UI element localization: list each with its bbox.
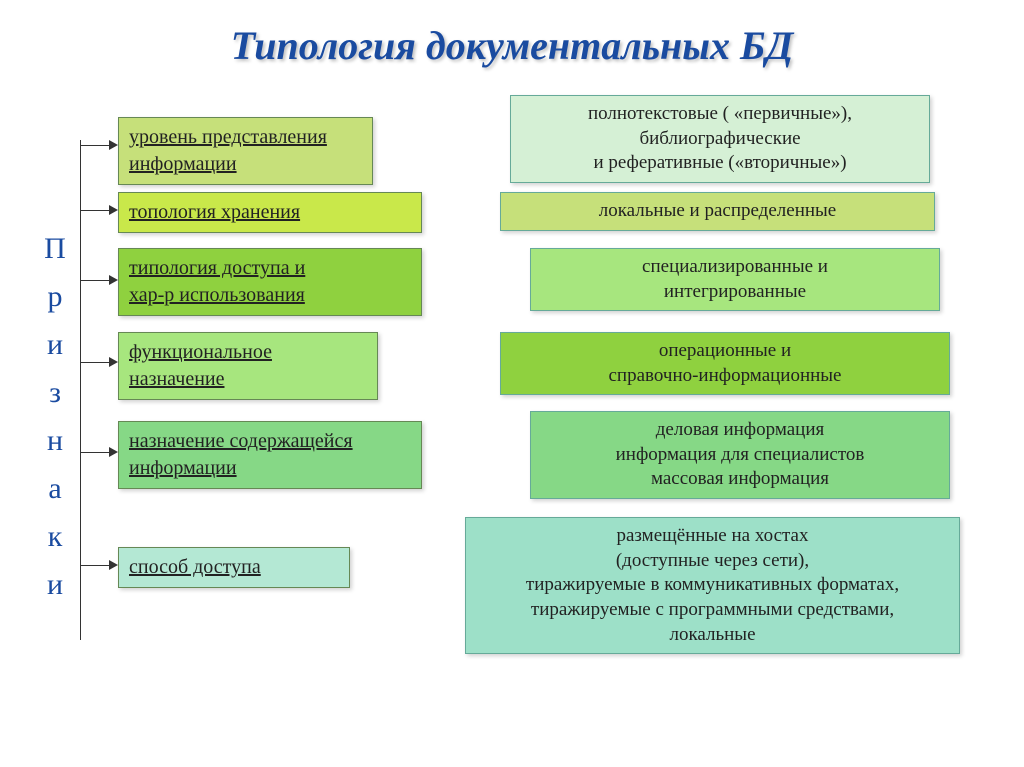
arrow-head-icon bbox=[109, 140, 118, 150]
sidebar-label: Признаки bbox=[40, 225, 70, 609]
connector-line bbox=[80, 210, 109, 211]
connector-line bbox=[80, 565, 109, 566]
value-box: локальные и распределенные bbox=[500, 192, 935, 231]
sidebar-letter: з bbox=[40, 369, 70, 417]
page-title: Типология документальных БД bbox=[0, 0, 1024, 69]
arrow-head-icon bbox=[109, 275, 118, 285]
arrow-head-icon bbox=[109, 447, 118, 457]
connector-line bbox=[80, 452, 109, 453]
sidebar-letter: н bbox=[40, 417, 70, 465]
criterion-box: типология доступа ихар-р использования bbox=[118, 248, 422, 316]
arrow-head-icon bbox=[109, 205, 118, 215]
criterion-box: топология хранения bbox=[118, 192, 422, 233]
value-box: деловая информацияинформация для специал… bbox=[530, 411, 950, 499]
criterion-box: способ доступа bbox=[118, 547, 350, 588]
connector-line bbox=[80, 145, 109, 146]
connector-line bbox=[80, 362, 109, 363]
sidebar-letter: к bbox=[40, 513, 70, 561]
sidebar-letter: П bbox=[40, 225, 70, 273]
value-box: операционные исправочно-информационные bbox=[500, 332, 950, 395]
sidebar-letter: и bbox=[40, 321, 70, 369]
value-box: размещённые на хостах(доступные через се… bbox=[465, 517, 960, 654]
criterion-box: назначение содержащейсяинформации bbox=[118, 421, 422, 489]
arrow-head-icon bbox=[109, 560, 118, 570]
criterion-box: уровень представления информации bbox=[118, 117, 373, 185]
sidebar-letter: а bbox=[40, 465, 70, 513]
value-box: полнотекстовые ( «первичные»),библиограф… bbox=[510, 95, 930, 183]
value-box: специализированные иинтегрированные bbox=[530, 248, 940, 311]
sidebar-letter: р bbox=[40, 273, 70, 321]
sidebar-letter: и bbox=[40, 561, 70, 609]
connector-line bbox=[80, 280, 109, 281]
arrow-head-icon bbox=[109, 357, 118, 367]
criterion-box: функциональноеназначение bbox=[118, 332, 378, 400]
